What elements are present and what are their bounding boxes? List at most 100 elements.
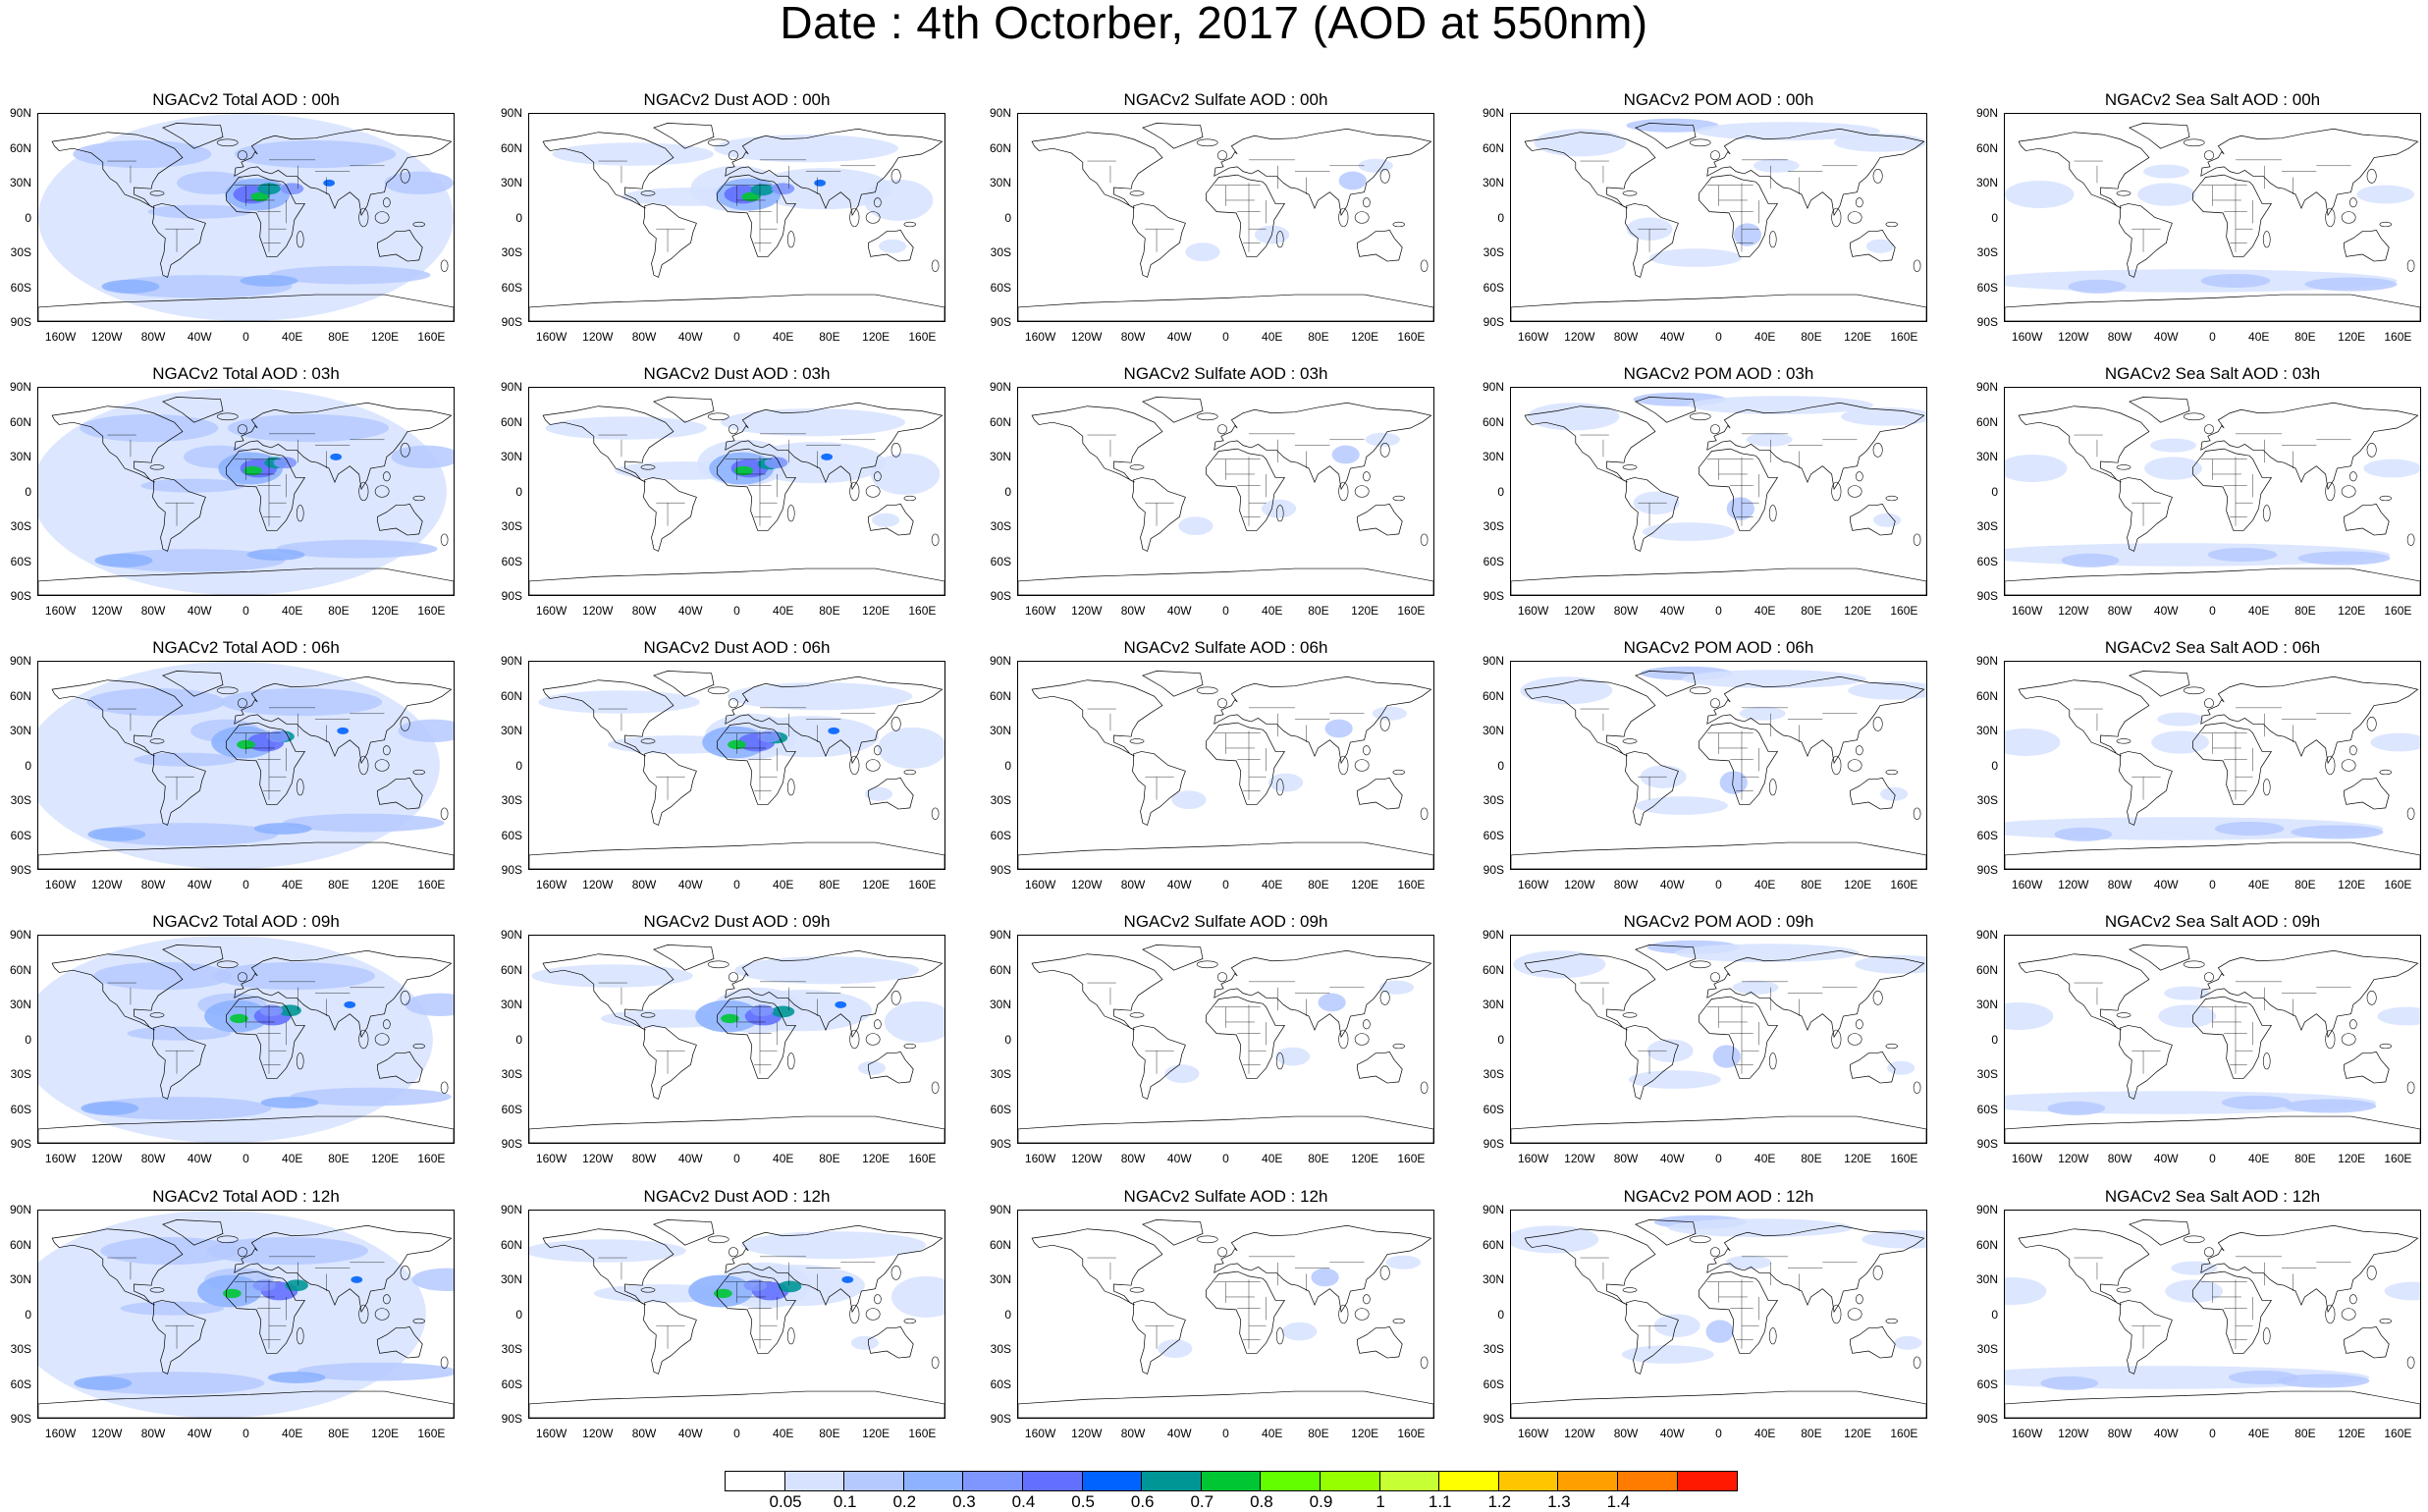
- coastline: [1511, 1115, 1926, 1143]
- island-outline: [296, 505, 304, 522]
- map-panel: NGACv2 POM AOD : 12h 90N 60N 30N 0 30S 60S 90S 1…: [1473, 1187, 1964, 1459]
- longitude-tick-label: 120W: [91, 878, 123, 891]
- longitude-tick-label: 160E: [1397, 1427, 1426, 1440]
- map-canvas: [1018, 671, 1433, 869]
- longitude-tick-label: 80E: [1308, 1152, 1329, 1165]
- island-outline: [874, 471, 882, 482]
- longitude-tick-label: 40E: [773, 330, 794, 344]
- longitude-tick-label: 120W: [2058, 330, 2089, 344]
- longitude-tick-label: 80E: [1801, 604, 1822, 618]
- aod-field-patch: [2150, 438, 2197, 453]
- island-outline: [1363, 197, 1371, 208]
- aod-field-patch: [1164, 1064, 1200, 1084]
- map-canvas: [1018, 1219, 1433, 1418]
- latitude-tick-label: 90N: [1482, 1203, 1504, 1216]
- longitude-tick-label: 0: [2209, 1427, 2216, 1440]
- island-outline: [1709, 424, 1720, 435]
- longitude-tick-label: 160W: [44, 330, 77, 344]
- aod-field-patch: [857, 1060, 887, 1075]
- aod-field-patch: [1649, 248, 1742, 267]
- island-outline: [728, 972, 738, 983]
- latitude-tick-label: 30S: [1483, 1067, 1504, 1081]
- aod-field-patch: [2005, 1276, 2047, 1306]
- aod-field-patch: [2151, 730, 2209, 754]
- island-outline: [640, 1287, 656, 1293]
- island-outline: [383, 745, 391, 756]
- aod-field-patch: [747, 442, 887, 484]
- latitude-tick-label: 30S: [1483, 519, 1504, 533]
- map-panel: NGACv2 Sea Salt AOD : 03h 90N 60N 30N 0 30S 60…: [1967, 364, 2428, 636]
- map-canvas: [1511, 392, 1926, 595]
- aod-field-patch: [2158, 1004, 2217, 1028]
- map-canvas: [1511, 1215, 1926, 1418]
- world-map: [1017, 1210, 1434, 1419]
- aod-field-patch: [1865, 239, 1895, 253]
- aod-field-patch: [750, 184, 775, 196]
- aod-field-patch: [1520, 676, 1613, 705]
- aod-field-patch: [140, 478, 245, 493]
- panel-title: NGACv2 Sulfate AOD : 06h: [1123, 638, 1328, 657]
- longitude-tick-label: 80W: [631, 330, 657, 344]
- aod-field-patch: [1338, 171, 1367, 190]
- longitude-tick-label: 40W: [2153, 1152, 2179, 1165]
- longitude-tick-label: 120W: [2058, 1152, 2089, 1165]
- latitude-tick-label: 0: [25, 210, 31, 225]
- coastline: [717, 996, 797, 1079]
- world-map: [1017, 661, 1434, 870]
- longitude-tick-label: 80E: [2294, 878, 2316, 891]
- island-outline: [400, 1265, 410, 1280]
- colorbar-tick-label: 0.2: [892, 1492, 917, 1511]
- longitude-tick-label: 40E: [773, 604, 794, 618]
- island-outline: [1847, 1033, 1862, 1046]
- island-outline: [1354, 485, 1370, 498]
- island-outline: [149, 190, 165, 196]
- longitude-tick-label: 120E: [862, 330, 890, 344]
- aod-field-patch: [93, 961, 233, 991]
- colorbar-swatch: [1320, 1472, 1380, 1490]
- latitude-tick-label: 30S: [1483, 793, 1504, 807]
- island-outline: [1129, 1012, 1145, 1018]
- map-panel: NGACv2 Dust AOD : 06h 90N 60N 30N 0 30S 60S 90S…: [491, 638, 982, 910]
- longitude-tick-label: 120E: [371, 330, 400, 344]
- latitude-tick-label: 90N: [500, 1203, 522, 1216]
- longitude-tick-label: 40W: [187, 1427, 212, 1440]
- longitude-tick-label: 80E: [1308, 604, 1329, 618]
- aod-field-patch: [1626, 118, 1719, 133]
- coastline: [1214, 675, 1432, 765]
- longitude-tick-label: 0: [1715, 878, 1722, 891]
- latitude-tick-label: 30N: [500, 724, 522, 737]
- island-outline: [849, 481, 860, 502]
- latitude-tick-label: 90N: [9, 928, 31, 942]
- latitude-tick-label: 60S: [1976, 1102, 1998, 1116]
- latitude-tick-label: 30S: [1976, 1342, 1998, 1356]
- longitude-tick-label: 160E: [1397, 1152, 1426, 1165]
- aod-field-patch: [223, 1288, 242, 1299]
- world-map: [2004, 113, 2421, 322]
- coastline: [1850, 1325, 1896, 1359]
- island-outline: [1831, 755, 1842, 776]
- island-outline: [1913, 1356, 1921, 1369]
- latitude-tick-label: 90S: [990, 1137, 1011, 1151]
- island-outline: [2406, 533, 2415, 546]
- island-outline: [2325, 1029, 2336, 1050]
- island-outline: [2341, 211, 2356, 224]
- island-outline: [1392, 221, 1405, 228]
- coastline: [2200, 675, 2419, 765]
- island-outline: [440, 1081, 449, 1094]
- longitude-tick-label: 80E: [819, 1427, 840, 1440]
- island-outline: [383, 1019, 391, 1030]
- map-panel: NGACv2 Total AOD : 12h 90N 60N 30N 0 30S 60S 90…: [0, 1187, 491, 1459]
- panel-title: NGACv2 Sea Salt AOD : 09h: [2104, 912, 2321, 931]
- aod-field-patch: [2277, 1374, 2370, 1388]
- island-outline: [216, 686, 239, 695]
- aod-field-patch: [1732, 980, 1779, 995]
- longitude-tick-label: 80W: [2107, 1427, 2132, 1440]
- coastline: [1142, 1219, 1204, 1246]
- longitude-tick-label: 40W: [677, 878, 703, 891]
- aod-field-patch: [1688, 396, 1873, 414]
- latitude-tick-label: 90N: [1482, 654, 1504, 668]
- latitude-tick-label: 30N: [989, 724, 1011, 737]
- island-outline: [1872, 716, 1883, 731]
- island-outline: [383, 471, 391, 482]
